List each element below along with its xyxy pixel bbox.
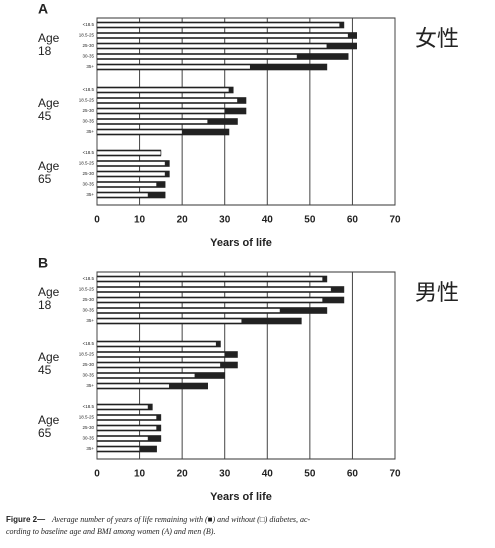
x-tick-label: 70 (389, 215, 401, 226)
x-axis-label: Years of life (210, 237, 272, 249)
bar (96, 287, 332, 292)
x-tick-label: 30 (219, 469, 231, 480)
x-tick-label: 60 (347, 215, 359, 226)
bar (96, 297, 323, 303)
bar (96, 415, 157, 420)
category-label: 18.5-25 (79, 415, 95, 420)
panel-annotation: 男性 (415, 281, 459, 306)
bar (96, 425, 157, 431)
caption-label: Figure 2— (6, 515, 45, 524)
bar (96, 119, 208, 124)
caption-line: cording to baseline age and BMI among wo… (6, 527, 215, 536)
x-tick-label: 60 (347, 469, 359, 480)
bar (96, 150, 162, 156)
group-label: 65 (38, 172, 52, 186)
x-tick-label: 10 (134, 215, 146, 226)
category-label: 30-35 (82, 308, 94, 313)
category-label: 25-30 (82, 425, 94, 430)
x-axis-label: Years of life (210, 491, 272, 503)
group-label: Age (38, 31, 60, 45)
bar (96, 362, 221, 368)
group-label: Age (38, 413, 60, 427)
bar (96, 22, 340, 28)
category-label: 25-30 (82, 297, 94, 302)
group-label: 45 (38, 363, 52, 377)
category-label: 25-30 (82, 108, 94, 113)
category-label: <18.5 (83, 404, 95, 409)
category-label: 35+ (86, 383, 94, 388)
bar (96, 373, 196, 378)
bar (96, 341, 217, 347)
bar (96, 64, 251, 70)
x-tick-label: 10 (134, 469, 146, 480)
category-label: <18.5 (83, 341, 95, 346)
bar (96, 352, 226, 357)
group-label: Age (38, 350, 60, 364)
category-label: 30-35 (82, 182, 94, 187)
group-label: 65 (38, 426, 52, 440)
category-label: 35+ (86, 318, 94, 323)
category-label: 18.5-25 (79, 352, 95, 357)
category-label: <18.5 (83, 150, 95, 155)
category-label: 18.5-25 (79, 33, 95, 38)
bar (96, 318, 243, 324)
category-label: 25-30 (82, 362, 94, 367)
bar (96, 192, 149, 198)
category-label: 25-30 (82, 43, 94, 48)
x-tick-label: 30 (219, 215, 231, 226)
category-label: 25-30 (82, 171, 94, 176)
category-label: 18.5-25 (79, 161, 95, 166)
group-label: 45 (38, 109, 52, 123)
bar (96, 33, 349, 38)
bar (96, 446, 140, 452)
category-label: 18.5-25 (79, 98, 95, 103)
bar (96, 383, 170, 389)
group-label: 18 (38, 44, 52, 58)
group-label: Age (38, 159, 60, 173)
caption-line: Average number of years of life remainin… (51, 515, 311, 524)
bar (96, 129, 183, 135)
category-label: 35+ (86, 64, 94, 69)
category-label: 35+ (86, 192, 94, 197)
bar (96, 182, 157, 187)
x-tick-label: 40 (262, 215, 274, 226)
category-label: 30-35 (82, 54, 94, 59)
bar (96, 436, 149, 441)
category-label: <18.5 (83, 87, 95, 92)
group-label: Age (38, 285, 60, 299)
x-tick-label: 20 (177, 215, 189, 226)
bar (96, 276, 323, 282)
category-label: 35+ (86, 446, 94, 451)
category-label: 30-35 (82, 119, 94, 124)
bar (96, 308, 281, 313)
category-label: 30-35 (82, 436, 94, 441)
panel-label: B (38, 255, 48, 271)
category-label: 35+ (86, 129, 94, 134)
x-tick-label: 0 (94, 215, 100, 226)
bar (96, 54, 298, 59)
bar (96, 404, 149, 410)
x-tick-label: 50 (304, 469, 316, 480)
x-tick-label: 20 (177, 469, 189, 480)
bar (96, 108, 226, 114)
panel-label: A (38, 1, 48, 17)
group-label: Age (38, 96, 60, 110)
bar (96, 43, 328, 49)
x-tick-label: 50 (304, 215, 316, 226)
panel-annotation: 女性 (415, 27, 459, 52)
category-label: <18.5 (83, 276, 95, 281)
group-label: 18 (38, 298, 52, 312)
category-label: 18.5-25 (79, 287, 95, 292)
bar (96, 87, 230, 93)
bar (96, 161, 166, 166)
x-tick-label: 0 (94, 469, 100, 480)
category-label: <18.5 (83, 22, 95, 27)
x-tick-label: 70 (389, 469, 401, 480)
bar (96, 98, 238, 103)
x-tick-label: 40 (262, 469, 274, 480)
category-label: 30-35 (82, 373, 94, 378)
bar (96, 171, 166, 177)
